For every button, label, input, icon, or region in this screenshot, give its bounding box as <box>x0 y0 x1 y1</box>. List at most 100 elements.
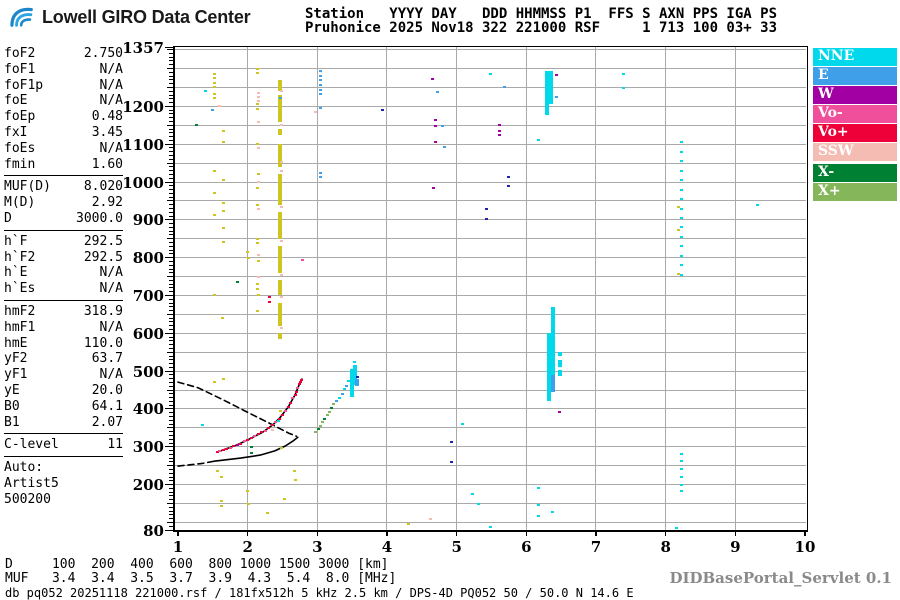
echo-dot <box>680 235 684 238</box>
echo-dot <box>212 73 216 76</box>
h-gridline <box>174 68 806 70</box>
param-label: foF1p <box>4 77 44 93</box>
echo-dot <box>256 275 260 278</box>
v-gridline <box>386 47 388 530</box>
param-value: 3000.0 <box>76 210 123 226</box>
y-tick <box>167 276 173 278</box>
echo-dot <box>432 186 436 189</box>
echo-dot <box>203 90 207 93</box>
servlet-version-label: DIDBasePortal_Servlet 0.1 <box>669 569 892 587</box>
echo-dot <box>680 254 684 257</box>
param-row-md: M(D) 2.92 <box>4 195 123 211</box>
h-gridline <box>174 238 806 240</box>
y-tick <box>169 52 173 54</box>
y-tick <box>165 46 173 48</box>
x-axis-label: 1 <box>172 538 184 556</box>
y-tick <box>169 155 173 157</box>
y-tick <box>169 166 173 168</box>
y-tick <box>169 136 173 138</box>
y-tick <box>167 521 173 523</box>
echo-dot <box>255 143 259 146</box>
y-tick <box>169 359 173 361</box>
echo-dot <box>545 71 550 115</box>
x-axis-label: 9 <box>730 538 741 556</box>
x-axis-label: 4 <box>381 538 393 556</box>
x-tick <box>177 531 179 536</box>
echo-dot <box>506 176 510 179</box>
param-value: 3.45 <box>91 124 123 140</box>
y-tick <box>169 374 173 376</box>
muf-row: MUF 3.4 3.4 3.5 3.7 3.9 4.3 5.4 8.0 [MHz… <box>5 571 397 586</box>
echo-dot <box>280 205 284 208</box>
echo-dot <box>265 511 269 514</box>
echo-dot <box>343 388 346 391</box>
echo-dot <box>221 240 225 243</box>
echo-dot <box>299 380 303 383</box>
echo-dot <box>280 296 284 299</box>
echo-dot <box>318 79 322 82</box>
echo-dot <box>350 369 355 398</box>
y-tick <box>169 487 173 489</box>
autoscaler-line: 500200 <box>4 491 51 507</box>
echo-dot <box>291 397 295 400</box>
y-tick <box>165 332 173 334</box>
header-line1: Station YYYY DAY DDD HHMMSS P1 FFS S AXN… <box>305 6 778 22</box>
echo-dot <box>280 273 284 276</box>
echo-dot <box>280 239 284 242</box>
y-tick <box>169 404 173 406</box>
echo-dot <box>485 218 489 221</box>
echo-dot <box>680 490 684 493</box>
h-gridline <box>174 86 806 88</box>
echo-dot <box>471 492 475 495</box>
y-tick <box>169 177 173 179</box>
echo-dot <box>546 333 551 402</box>
y-tick <box>169 461 173 463</box>
param-value: 318.9 <box>83 303 123 319</box>
echo-dot <box>331 403 335 406</box>
echo-dot <box>436 91 440 93</box>
echo-dot <box>680 273 684 276</box>
echo-dot <box>503 85 507 88</box>
y-tick <box>169 98 173 100</box>
echo-dot <box>257 207 261 210</box>
echo-dot <box>257 100 261 103</box>
echo-dot <box>498 124 502 127</box>
echo-dot <box>498 129 502 132</box>
v-gridline <box>665 47 667 530</box>
echo-dot <box>537 503 541 506</box>
echo-dot <box>319 424 323 427</box>
x-tick <box>386 531 388 536</box>
param-row-he: h`E N/A <box>4 265 123 281</box>
echo-dot <box>677 272 681 275</box>
echo-dot <box>270 424 274 427</box>
autoscaler-line: Artist5 <box>4 475 59 491</box>
echo-dot <box>356 375 360 378</box>
echo-dot <box>313 111 317 114</box>
param-label: foF2 <box>4 46 36 61</box>
echo-dot <box>278 80 283 91</box>
echo-dot <box>314 431 318 434</box>
y-axis-label: 600 <box>132 324 164 343</box>
h-gridline <box>174 503 806 505</box>
echo-dot <box>283 497 287 500</box>
echo-dot <box>263 429 267 432</box>
x-tick <box>804 531 806 536</box>
echo-dot <box>536 487 540 490</box>
echo-dot <box>345 384 349 387</box>
echo-dot <box>449 460 453 463</box>
param-row-yf2: yF2 63.7 <box>4 351 123 367</box>
y-tick <box>169 94 173 96</box>
y-tick <box>169 139 173 141</box>
echo-dot <box>225 447 229 450</box>
echo-dot <box>329 407 333 410</box>
y-tick <box>165 408 173 410</box>
echo-dot <box>407 522 411 525</box>
y-tick <box>167 124 173 126</box>
echo-dot <box>221 317 225 320</box>
echo-dot <box>340 392 344 395</box>
x-axis-label: 8 <box>660 538 671 556</box>
y-tick <box>169 450 173 452</box>
echo-dot <box>321 420 325 423</box>
h-gridline <box>174 484 806 486</box>
